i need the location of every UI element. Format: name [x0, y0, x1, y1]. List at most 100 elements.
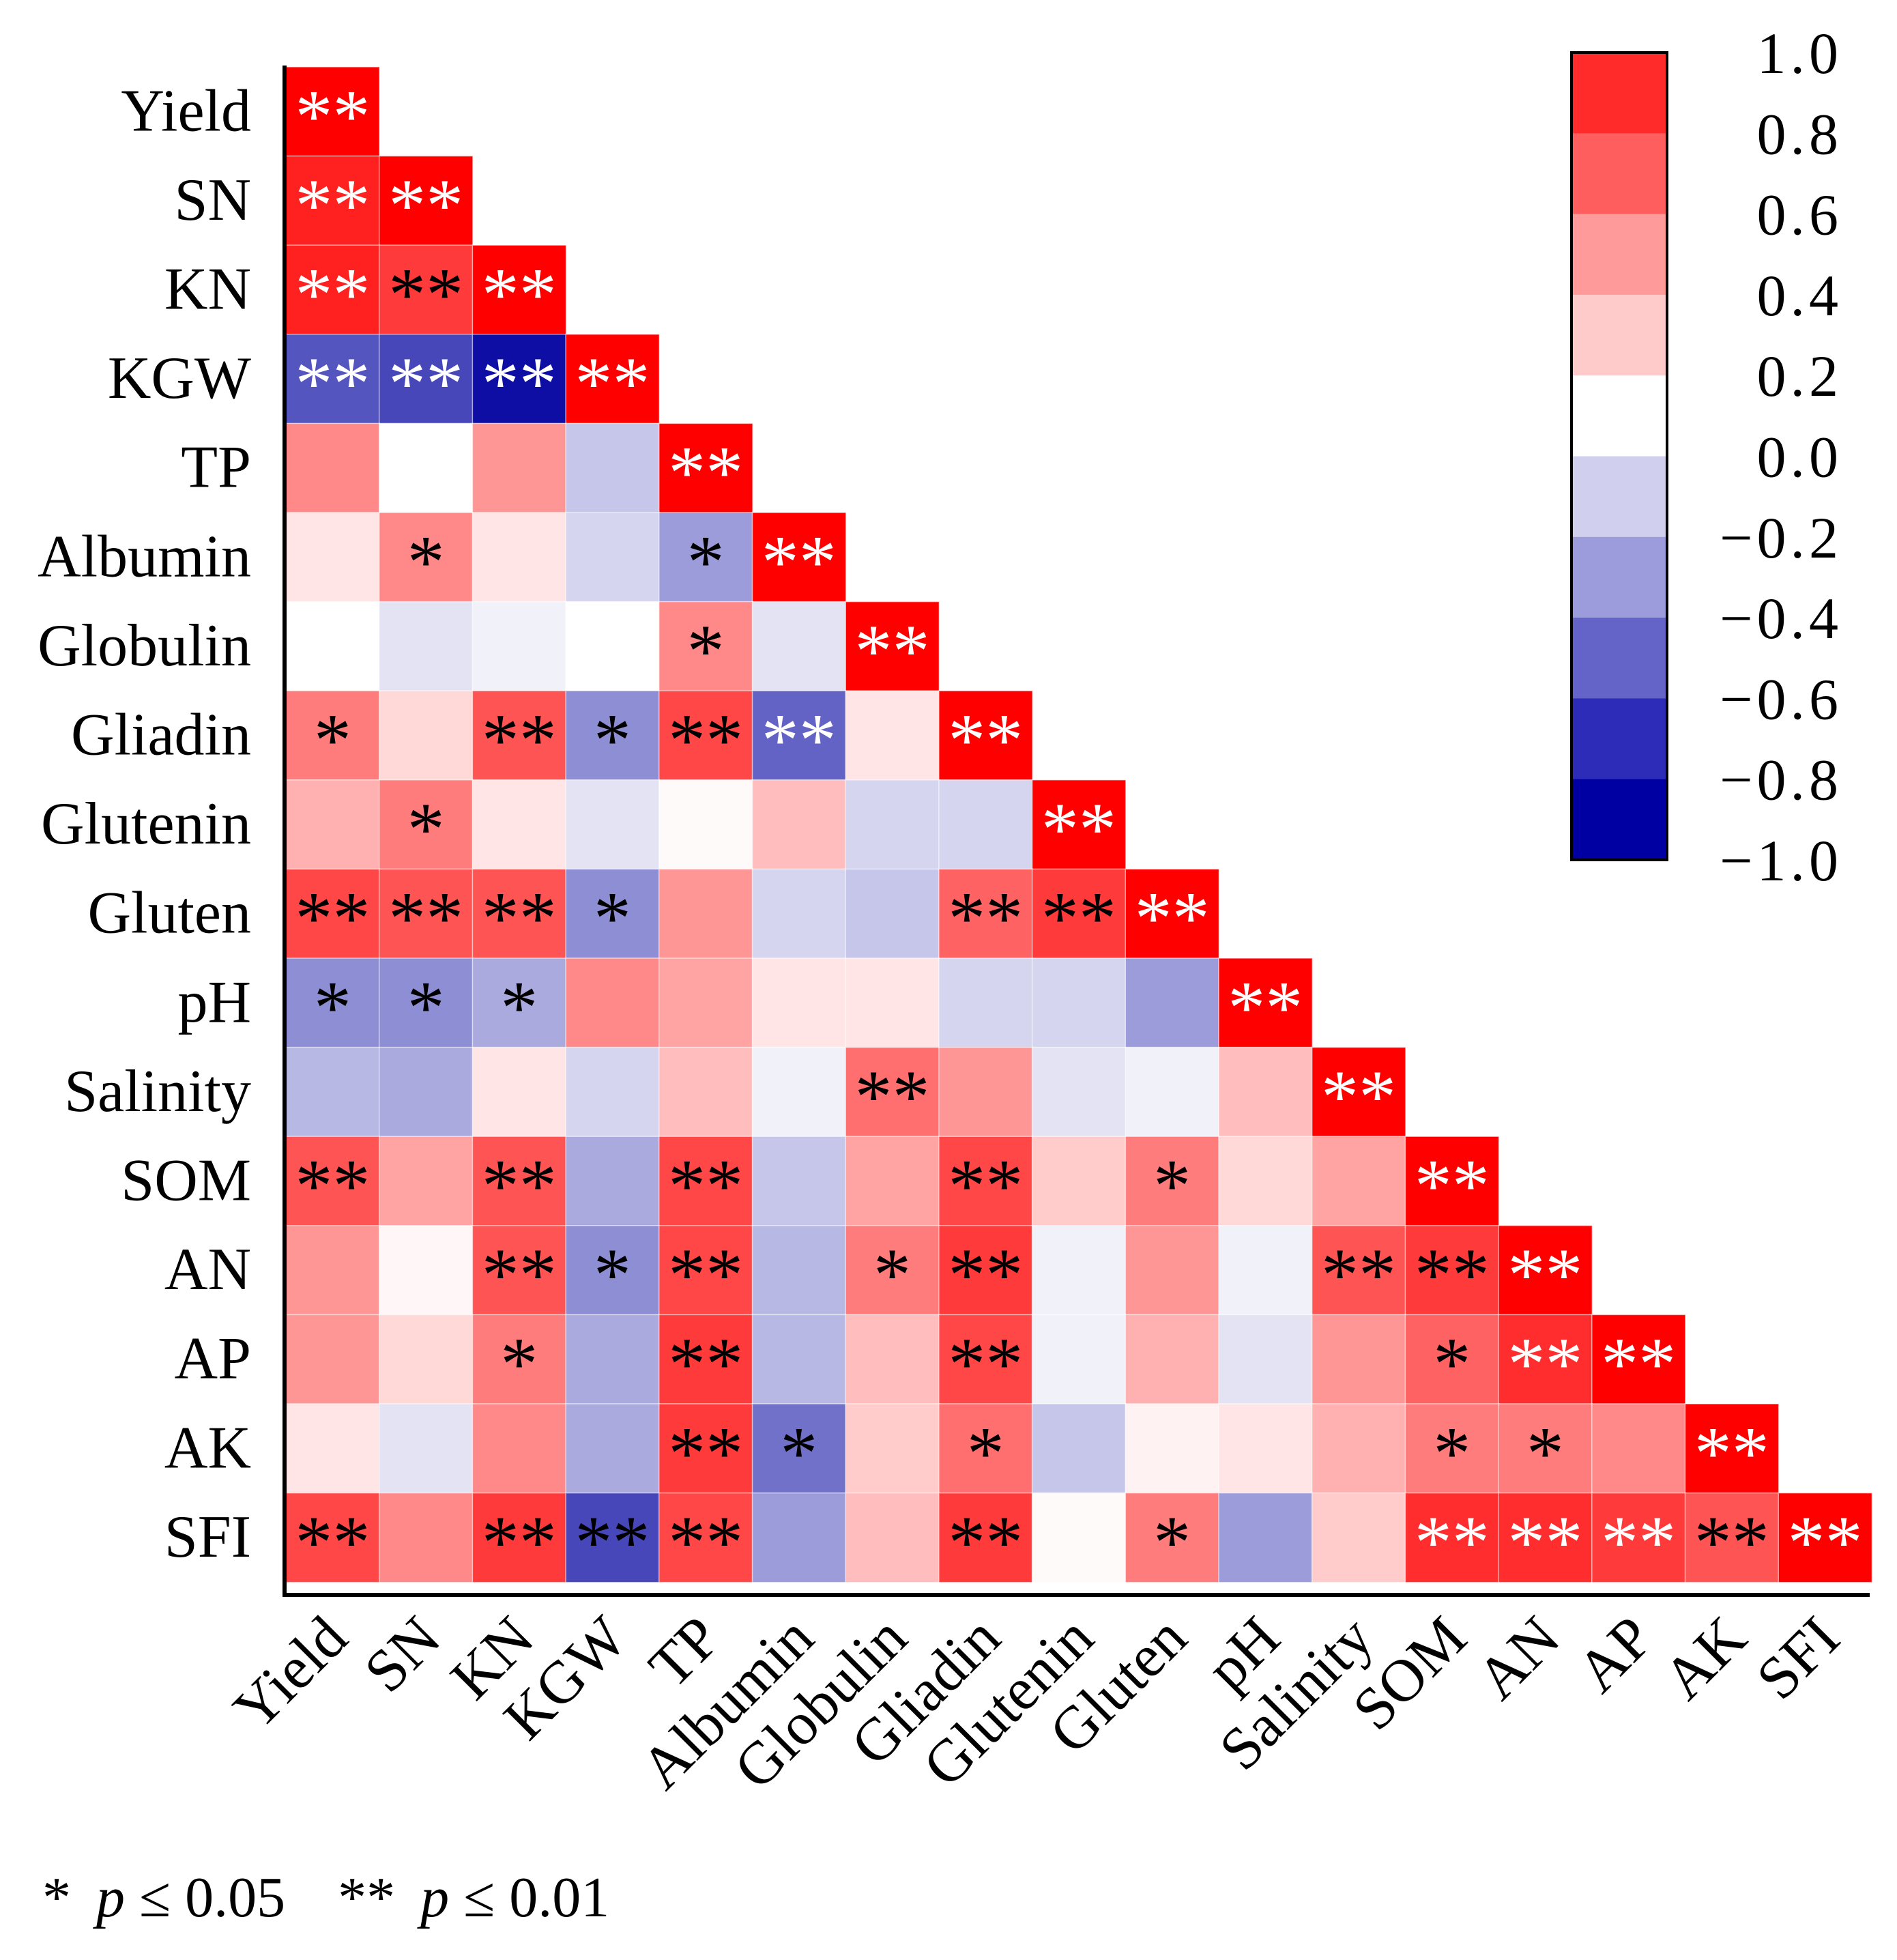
significance-mark: *	[1153, 1501, 1191, 1584]
heatmap-cell-glutenin-sn	[378, 779, 474, 870]
significance-mark: **	[668, 1144, 743, 1228]
heatmap-cell-an-glutenin	[1031, 1225, 1127, 1316]
heatmap-cell-ak-glutenin	[1031, 1403, 1127, 1494]
heatmap-cell-ap-ap	[1591, 1314, 1686, 1405]
y-label-salinity: Salinity	[64, 1058, 251, 1125]
heatmap-cell-tp-kn	[472, 422, 567, 514]
heatmap-cell-kgw-yield	[285, 334, 380, 424]
significance-mark: **	[855, 1055, 930, 1138]
significance-mark: **	[295, 253, 370, 336]
y-label-tp: TP	[181, 435, 251, 501]
heatmap-cell-kgw-kn	[472, 334, 567, 424]
significance-mark: **	[1228, 966, 1303, 1049]
footnote-p1-threshold: ≤ 0.05	[139, 1866, 285, 1929]
footnote-star2: **	[338, 1866, 395, 1929]
heatmap-cell-ph-kgw	[565, 957, 661, 1048]
significance-mark: *	[314, 699, 351, 782]
heatmap-cell-gliadin-tp	[658, 690, 753, 781]
heatmap-cell-an-yield	[285, 1225, 380, 1316]
heatmap-cell-gliadin-gliadin	[938, 690, 1033, 781]
heatmap-cell-albumin-kn	[472, 512, 567, 603]
heatmap-cell-ak-sn	[378, 1403, 474, 1494]
heatmap-cell-som-albumin	[751, 1136, 847, 1227]
significance-mark: *	[407, 788, 445, 871]
footnote-star1: *	[42, 1866, 71, 1929]
heatmap-cell-ap-albumin	[751, 1314, 847, 1405]
heatmap-cell-salinity-albumin	[751, 1046, 847, 1138]
colorbar-tick-label: 0.0	[1757, 424, 1843, 490]
heatmap-cell-salinity-sn	[378, 1046, 474, 1138]
colorbar-segment	[1572, 456, 1667, 538]
significance-mark: **	[388, 877, 463, 960]
y-axis-labels: Yield SN KN KGW TP Albumin Globulin Gliadin Glut…	[38, 78, 251, 1570]
y-label-albumin: Albumin	[38, 523, 251, 590]
heatmap-cell-gliadin-albumin	[751, 690, 847, 781]
heatmap-cell-glutenin-kgw	[565, 779, 661, 870]
heatmap-cell-ak-gluten	[1125, 1403, 1220, 1494]
heatmap-cell-som-gluten	[1125, 1136, 1220, 1227]
significance-mark: *	[687, 520, 725, 603]
significance-mark: **	[295, 342, 370, 425]
significance-mark: **	[948, 1144, 1023, 1228]
heatmap-cells: **** **** ** **** ** ** ***** * *** *** ** * ** ** ***…	[285, 66, 1873, 1584]
heatmap-cell-albumin-kgw	[565, 512, 661, 603]
significance-mark: **	[388, 253, 463, 336]
colorbar-segment	[1572, 698, 1667, 780]
heatmap-cell-salinity-glutenin	[1031, 1046, 1127, 1138]
heatmap-cell-gliadin-kgw	[565, 690, 661, 781]
heatmap-cell-globulin-tp	[658, 601, 753, 692]
footnote-p2-threshold: ≤ 0.01	[463, 1866, 609, 1929]
heatmap-cell-globulin-kgw	[565, 601, 661, 692]
heatmap-cell-ap-kgw	[565, 1314, 661, 1405]
heatmap-cell-sfi-an	[1498, 1492, 1593, 1583]
heatmap-cell-an-tp	[658, 1225, 753, 1316]
significance-mark: *	[594, 877, 631, 960]
heatmap-cell-sfi-yield	[285, 1492, 380, 1583]
heatmap-cell-som-salinity	[1311, 1136, 1406, 1227]
significance-mark: *	[314, 966, 351, 1049]
significance-mark: **	[388, 342, 463, 425]
heatmap-cell-ph-ph	[1218, 957, 1313, 1048]
colorbar-tick-label: −0.8	[1720, 747, 1842, 813]
heatmap-cell-sfi-glutenin	[1031, 1492, 1127, 1583]
heatmap-cell-glutenin-globulin	[845, 779, 940, 870]
heatmap-cell-glutenin-albumin	[751, 779, 847, 870]
heatmap-cell-salinity-ph	[1218, 1046, 1313, 1138]
colorbar-tick-label: 0.2	[1757, 343, 1843, 409]
heatmap-cell-glutenin-kn	[472, 779, 567, 870]
heatmap-cell-salinity-salinity	[1311, 1046, 1406, 1138]
significance-mark: *	[687, 609, 725, 693]
footnote: * p ≤ 0.05 ** p ≤ 0.01	[42, 1866, 609, 1929]
heatmap-cell-salinity-yield	[285, 1046, 380, 1138]
significance-mark: **	[482, 1501, 557, 1584]
y-label-globulin: Globulin	[38, 613, 251, 679]
heatmap-cell-glutenin-gliadin	[938, 779, 1033, 870]
heatmap-cell-som-sn	[378, 1136, 474, 1227]
colorbar-segment	[1572, 536, 1667, 618]
significance-mark: **	[1788, 1501, 1863, 1584]
significance-mark: *	[873, 1233, 911, 1316]
heatmap-cell-som-globulin	[845, 1136, 940, 1227]
significance-mark: **	[295, 877, 370, 960]
y-label-gliadin: Gliadin	[71, 702, 251, 768]
significance-mark: **	[1321, 1233, 1396, 1316]
heatmap-cell-ph-albumin	[751, 957, 847, 1048]
heatmap-cell-sn-sn	[378, 155, 474, 246]
significance-mark: **	[948, 1233, 1023, 1316]
heatmap-cell-gluten-glutenin	[1031, 868, 1127, 960]
y-label-ak: AK	[164, 1415, 251, 1481]
heatmap-cell-sfi-gliadin	[938, 1492, 1033, 1583]
significance-mark: *	[500, 1323, 538, 1406]
heatmap-cell-glutenin-tp	[658, 779, 753, 870]
heatmap-axes	[283, 66, 1870, 1597]
colorbar-segment	[1572, 618, 1667, 699]
y-label-ap: AP	[175, 1326, 252, 1392]
heatmap-cell-ak-kn	[472, 1403, 567, 1494]
colorbar-segment	[1572, 779, 1667, 861]
heatmap-cell-gluten-gliadin	[938, 868, 1033, 960]
significance-mark: **	[948, 877, 1023, 960]
colorbar-segment	[1572, 133, 1667, 215]
colorbar-tick-label: −1.0	[1720, 828, 1842, 893]
heatmap-cell-gluten-globulin	[845, 868, 940, 960]
significance-mark: **	[668, 431, 743, 515]
